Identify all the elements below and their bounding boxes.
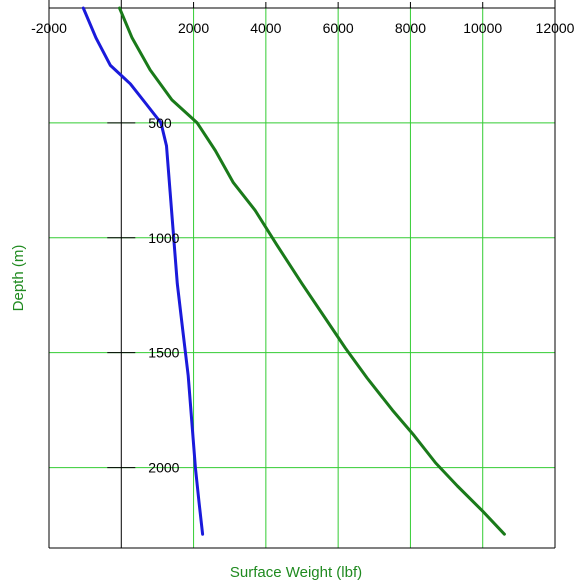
series-line-1 (118, 6, 506, 536)
series-line-2 (81, 6, 205, 536)
y-tick-label: 1500 (148, 345, 179, 361)
series-lines (81, 6, 506, 536)
y-tick-label: 500 (148, 115, 172, 131)
x-tick-label: 6000 (323, 20, 354, 36)
x-tick-label: 2000 (178, 20, 209, 36)
x-tick-label: -2000 (31, 20, 67, 36)
x-tick-label: 4000 (250, 20, 281, 36)
x-tick-label: 12000 (536, 20, 575, 36)
x-axis-title: Surface Weight (lbf) (230, 564, 362, 581)
axes (48, 0, 556, 549)
y-axis-title: Depth (m) (10, 245, 27, 312)
tick-labels: -2000 2000 4000 6000 8000 10000 12000 500 1000 15… (31, 20, 575, 476)
x-tick-label: 8000 (395, 20, 426, 36)
y-tick-label: 2000 (148, 460, 179, 476)
gridlines (49, 8, 555, 548)
y-tick-label: 1000 (148, 230, 179, 246)
x-tick-label: 10000 (463, 20, 502, 36)
